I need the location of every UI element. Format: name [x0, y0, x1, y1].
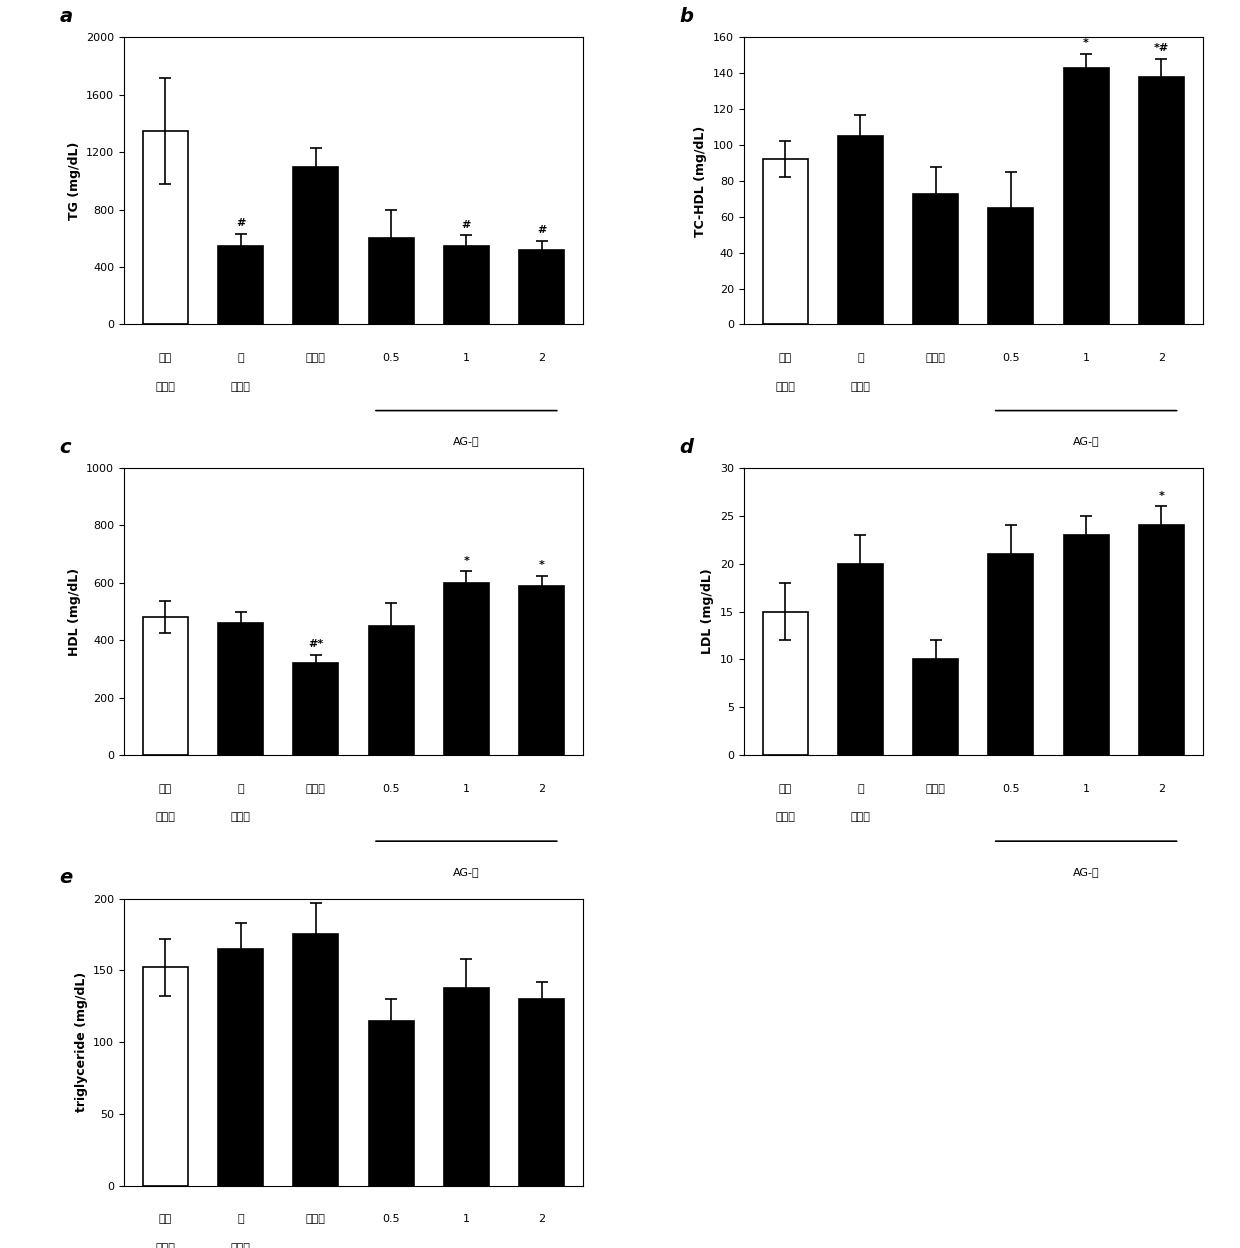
Text: 对照组: 对照组: [155, 1243, 175, 1248]
Text: 2: 2: [1158, 784, 1164, 794]
Y-axis label: triglyceride (mg/dL): triglyceride (mg/dL): [74, 972, 88, 1112]
Text: AG-群: AG-群: [453, 437, 480, 447]
Text: 对照组: 对照组: [775, 382, 795, 392]
Text: 雌二醇: 雌二醇: [306, 784, 326, 794]
Text: 阴性: 阴性: [779, 784, 792, 794]
Text: 阴性: 阴性: [159, 1214, 172, 1224]
Text: 1: 1: [1083, 784, 1090, 794]
Bar: [218, 623, 263, 755]
Text: 雌二醇: 雌二醇: [306, 353, 326, 363]
Bar: [838, 564, 883, 755]
Text: 假: 假: [857, 784, 864, 794]
Text: 假: 假: [237, 1214, 244, 1224]
Text: *: *: [538, 560, 544, 570]
Bar: [763, 612, 807, 755]
Bar: [444, 987, 489, 1186]
Text: #: #: [537, 226, 547, 236]
Text: *: *: [464, 555, 470, 565]
Bar: [520, 998, 564, 1186]
Bar: [988, 208, 1033, 324]
Bar: [988, 554, 1033, 755]
Text: 0.5: 0.5: [1002, 784, 1019, 794]
Text: 雌二醇: 雌二醇: [306, 1214, 326, 1224]
Bar: [763, 160, 807, 324]
Text: 假: 假: [857, 353, 864, 363]
Text: #*: #*: [309, 639, 324, 649]
Bar: [218, 948, 263, 1186]
Bar: [444, 583, 489, 755]
Bar: [913, 193, 959, 324]
Text: AG-群: AG-群: [1073, 867, 1100, 877]
Text: e: e: [60, 869, 73, 887]
Text: 手术组: 手术组: [231, 382, 250, 392]
Bar: [444, 246, 489, 324]
Bar: [294, 935, 339, 1186]
Bar: [1064, 67, 1109, 324]
Text: 阴性: 阴性: [779, 353, 792, 363]
Bar: [838, 136, 883, 324]
Text: 对照组: 对照组: [155, 382, 175, 392]
Bar: [368, 238, 414, 324]
Bar: [368, 626, 414, 755]
Text: d: d: [680, 438, 693, 457]
Text: 手术组: 手术组: [851, 812, 870, 822]
Text: #: #: [236, 218, 246, 228]
Text: 对照组: 对照组: [155, 812, 175, 822]
Text: *#: *#: [1153, 44, 1169, 54]
Y-axis label: TC-HDL (mg/dL): TC-HDL (mg/dL): [694, 125, 707, 237]
Text: 阴性: 阴性: [159, 353, 172, 363]
Bar: [1138, 525, 1184, 755]
Text: 手术组: 手术组: [851, 382, 870, 392]
Text: 雌二醇: 雌二醇: [926, 784, 946, 794]
Text: a: a: [60, 7, 73, 26]
Text: 2: 2: [538, 353, 546, 363]
Y-axis label: HDL (mg/dL): HDL (mg/dL): [68, 568, 81, 655]
Y-axis label: LDL (mg/dL): LDL (mg/dL): [702, 569, 714, 654]
Bar: [218, 246, 263, 324]
Text: AG-群: AG-群: [453, 867, 480, 877]
Text: 1: 1: [1083, 353, 1090, 363]
Text: c: c: [60, 438, 71, 457]
Text: 0.5: 0.5: [382, 1214, 401, 1224]
Text: #: #: [461, 220, 471, 230]
Bar: [143, 967, 188, 1186]
Text: 2: 2: [538, 784, 546, 794]
Text: 2: 2: [1158, 353, 1164, 363]
Bar: [520, 585, 564, 755]
Text: *: *: [1158, 490, 1164, 500]
Text: 0.5: 0.5: [1002, 353, 1019, 363]
Bar: [143, 131, 188, 324]
Bar: [913, 659, 959, 755]
Bar: [520, 250, 564, 324]
Text: 假: 假: [237, 784, 244, 794]
Text: 0.5: 0.5: [382, 784, 401, 794]
Text: 2: 2: [538, 1214, 546, 1224]
Bar: [294, 663, 339, 755]
Text: AG-群: AG-群: [1073, 437, 1100, 447]
Text: 手术组: 手术组: [231, 812, 250, 822]
Text: 阴性: 阴性: [159, 784, 172, 794]
Text: 假: 假: [237, 353, 244, 363]
Bar: [1138, 77, 1184, 324]
Text: 0.5: 0.5: [382, 353, 401, 363]
Text: 1: 1: [463, 1214, 470, 1224]
Text: 1: 1: [463, 353, 470, 363]
Bar: [368, 1021, 414, 1186]
Text: 对照组: 对照组: [775, 812, 795, 822]
Bar: [1064, 535, 1109, 755]
Bar: [294, 166, 339, 324]
Bar: [143, 618, 188, 755]
Text: 手术组: 手术组: [231, 1243, 250, 1248]
Text: 1: 1: [463, 784, 470, 794]
Y-axis label: TG (mg/dL): TG (mg/dL): [68, 142, 81, 220]
Text: 雌二醇: 雌二醇: [926, 353, 946, 363]
Text: b: b: [680, 7, 693, 26]
Text: *: *: [1084, 37, 1089, 47]
